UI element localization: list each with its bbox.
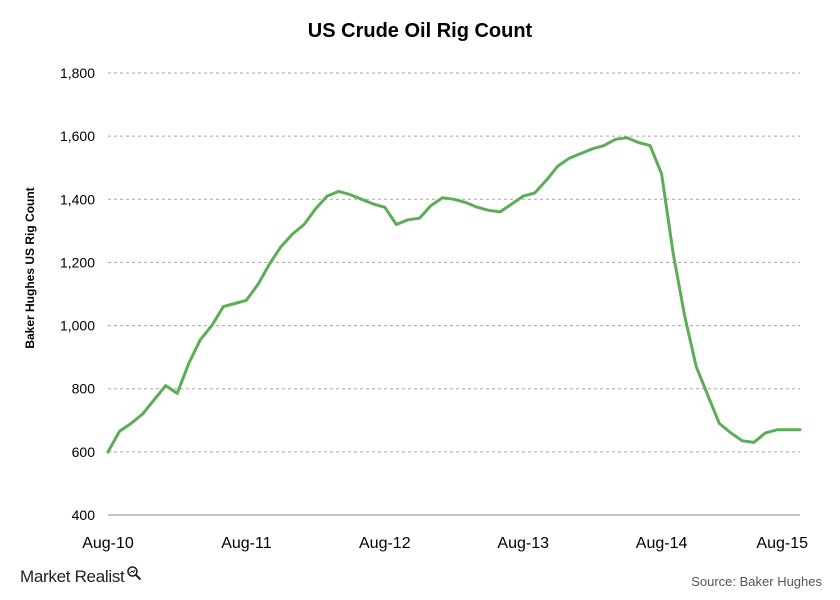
brand-logo: Market Realist xyxy=(20,566,142,587)
y-tick-label: 1,000 xyxy=(60,318,95,334)
y-tick-label: 1,200 xyxy=(60,254,95,270)
y-tick-label: 1,600 xyxy=(60,128,95,144)
x-tick-label: Aug-13 xyxy=(497,535,549,552)
y-tick-label: 1,400 xyxy=(60,191,95,207)
x-tick-label: Aug-12 xyxy=(359,535,411,552)
series-line xyxy=(106,136,802,454)
y-tick-label: 400 xyxy=(72,507,96,523)
y-tick-label: 600 xyxy=(72,444,96,460)
x-tick-label: Aug-11 xyxy=(221,535,272,552)
gridlines xyxy=(108,72,800,453)
x-tick-labels: Aug-10 Aug-11 Aug-12 Aug-13 Aug-14 Aug-15 xyxy=(82,535,808,552)
y-tick-label: 1,800 xyxy=(60,65,95,81)
y-tick-label: 800 xyxy=(72,381,96,397)
series-layer xyxy=(106,136,802,454)
x-tick-label: Aug-15 xyxy=(756,535,808,552)
y-axis-label: Baker Hughes US Rig Count xyxy=(23,187,37,348)
x-tick-label: Aug-10 xyxy=(82,535,134,552)
y-tick-labels: 400 600 800 1,000 1,200 1,400 1,600 1,800 xyxy=(60,65,95,523)
chart-title: US Crude Oil Rig Count xyxy=(307,20,533,42)
brand-name: Market Realist xyxy=(20,567,125,586)
x-tick-label: Aug-14 xyxy=(636,535,688,552)
magnifier-icon xyxy=(127,566,142,581)
source-note: Source: Baker Hughes xyxy=(691,574,822,589)
